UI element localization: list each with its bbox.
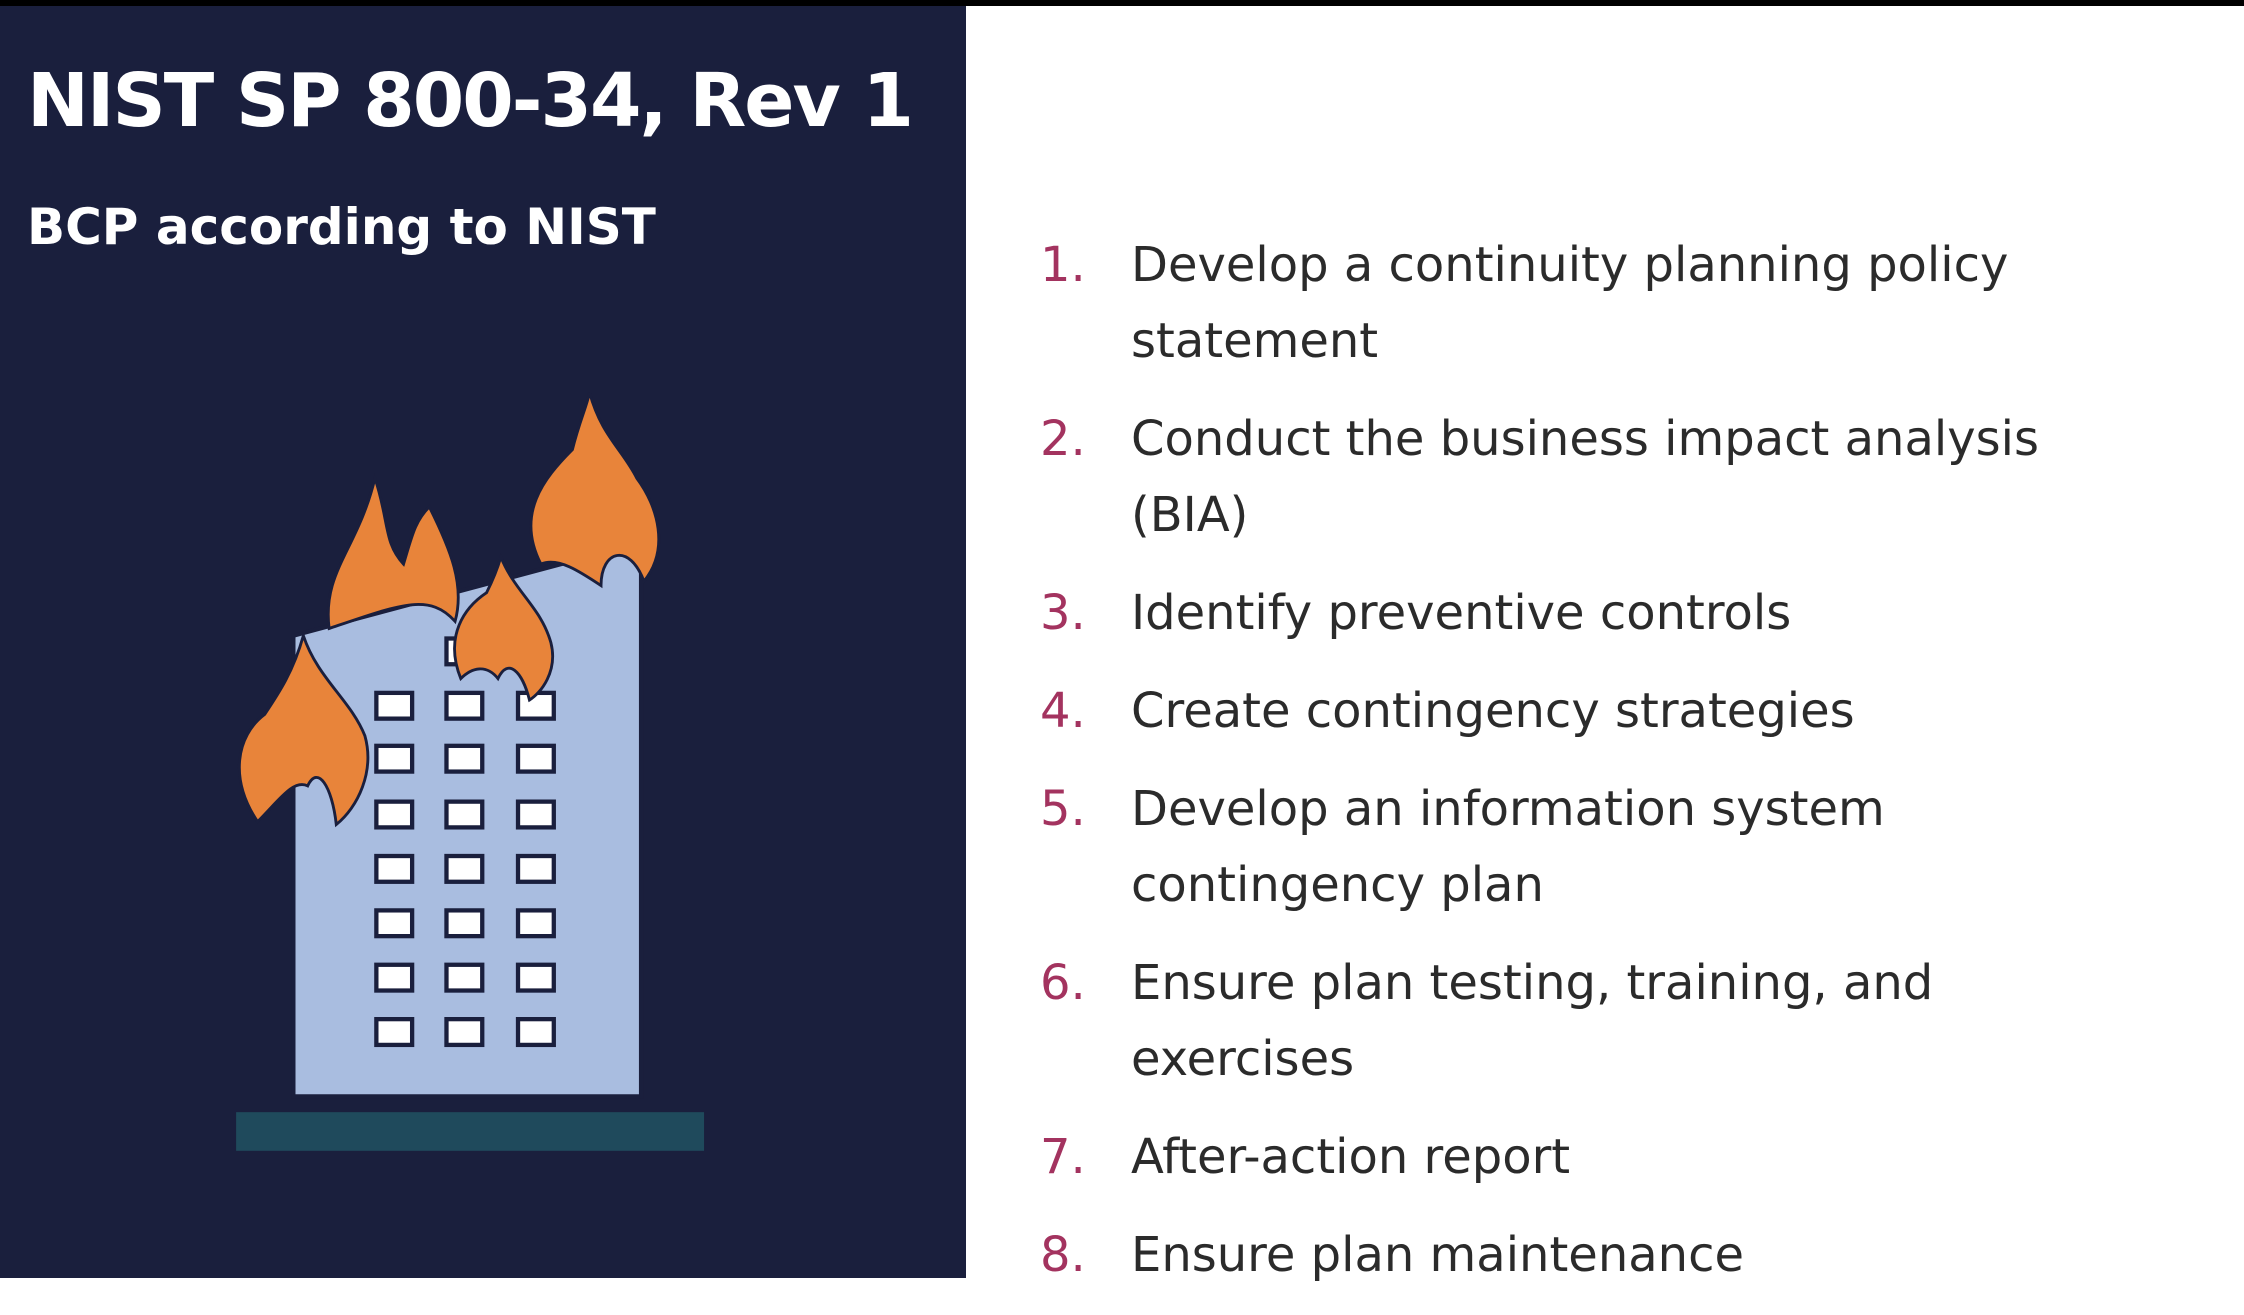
item-text: After-action report [1131,1129,1571,1185]
list-item: 5. Develop an information system continge… [1040,771,2160,923]
item-text: Develop a continuity planning policy sta… [1131,237,2009,369]
item-number: 8. [1040,1227,1086,1283]
item-text: Develop an information system contingenc… [1131,781,1885,913]
list-item: 1. Develop a continuity planning policy s… [1040,227,2160,379]
item-text: Create contingency strategies [1131,683,1855,739]
list-item: 8. Ensure plan maintenance [1040,1217,2160,1293]
item-number: 6. [1040,955,1086,1011]
list-item: 6. Ensure plan testing, training, and exe… [1040,945,2160,1097]
item-text: Conduct the business impact analysis (BI… [1131,411,2039,543]
right-panel [966,0,2244,1278]
burning-building-illustration [236,392,705,1151]
item-number: 2. [1040,411,1086,467]
item-number: 1. [1040,237,1086,293]
item-text: Identify preventive controls [1131,585,1792,641]
list-item: 4. Create contingency strategies [1040,673,2160,749]
list-item: 3. Identify preventive controls [1040,575,2160,651]
title: NIST SP 800-34, Rev 1 [27,58,914,144]
steps-list: 1. Develop a continuity planning policy s… [1040,227,2160,1315]
list-item: 7. After-action report [1040,1119,2160,1195]
item-number: 3. [1040,585,1086,641]
item-text: Ensure plan testing, training, and exerc… [1131,955,1934,1087]
item-text: Ensure plan maintenance [1131,1227,1745,1283]
item-number: 7. [1040,1129,1086,1185]
subtitle: BCP according to NIST [27,198,656,256]
list-item: 2. Conduct the business impact analysis (… [1040,401,2160,553]
left-panel: NIST SP 800-34, Rev 1 BCP according to N… [0,0,966,1278]
item-number: 5. [1040,781,1086,837]
item-number: 4. [1040,683,1086,739]
page: NIST SP 800-34, Rev 1 BCP according to N… [0,0,2244,1283]
